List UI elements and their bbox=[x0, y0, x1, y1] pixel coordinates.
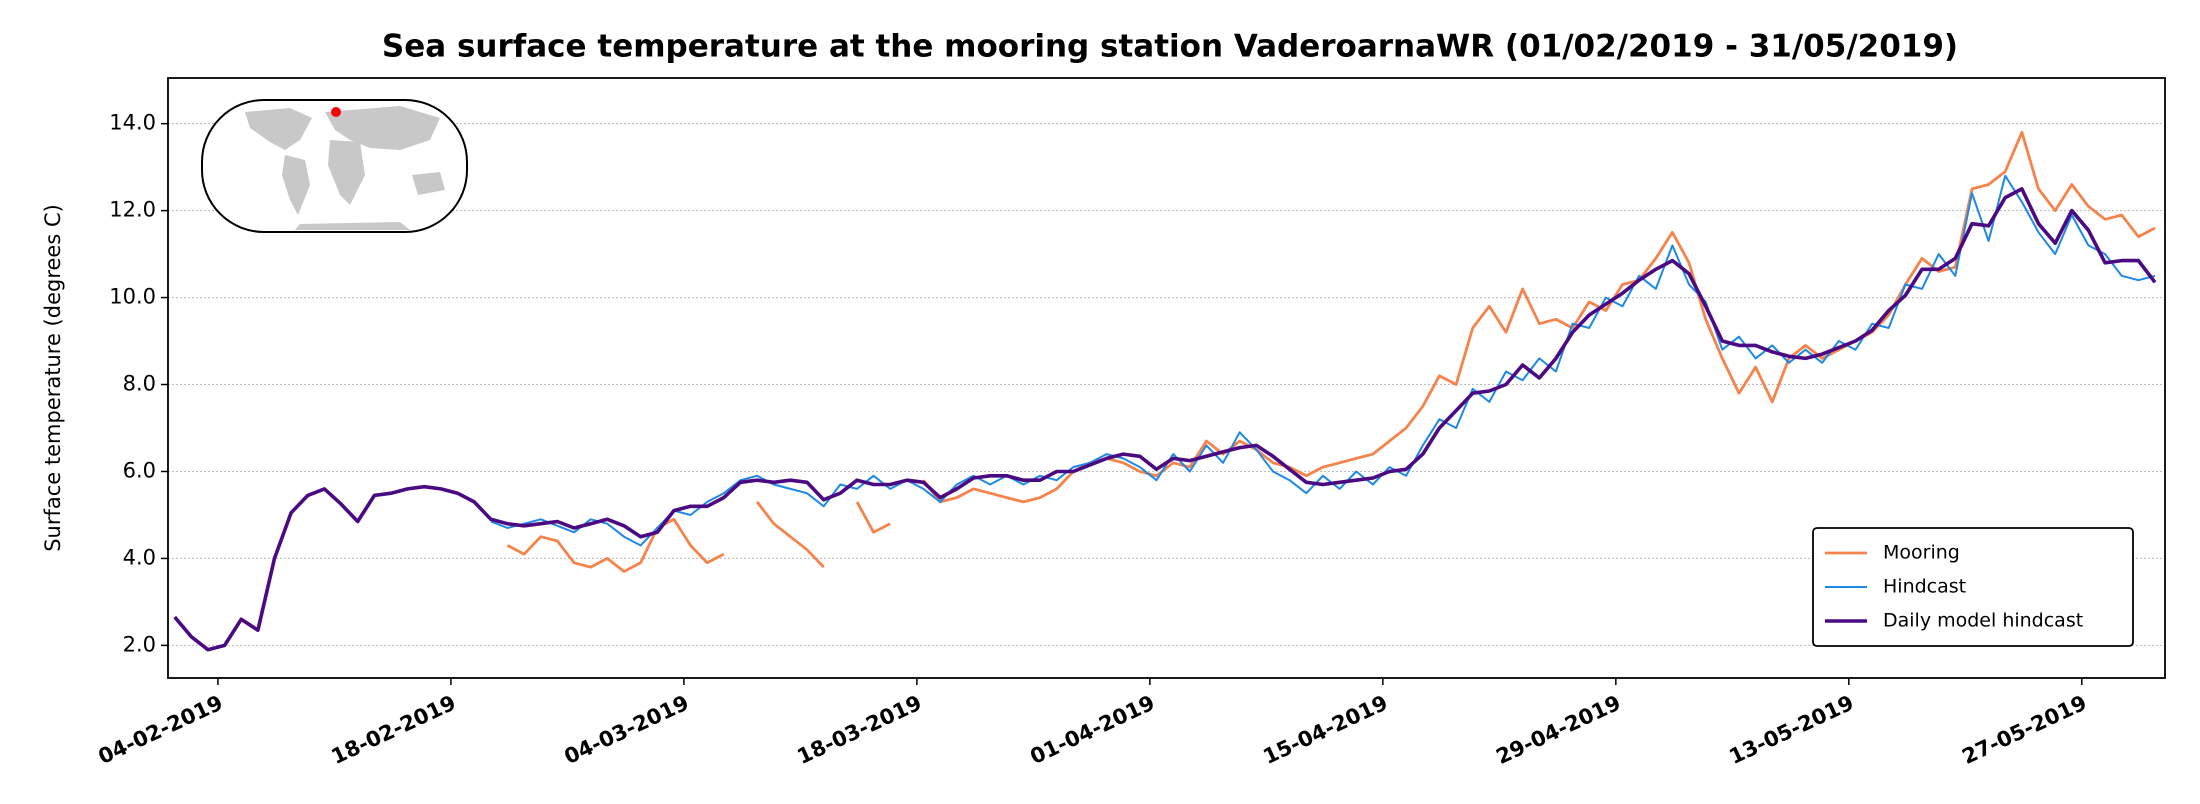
series-line bbox=[506, 130, 2156, 573]
map-land bbox=[282, 155, 310, 215]
legend-label: Daily model hindcast bbox=[1883, 610, 2083, 632]
y-tick-label: 2.0 bbox=[123, 632, 156, 656]
x-tick-label: 18-03-2019 bbox=[794, 691, 926, 770]
plot-frame bbox=[167, 77, 2166, 679]
x-tick-label: 29-04-2019 bbox=[1492, 691, 1624, 770]
legend: Mooring Hindcast Daily model hindcast bbox=[1812, 527, 2134, 647]
y-tick-label: 12.0 bbox=[109, 198, 156, 222]
map-land bbox=[245, 108, 312, 150]
map-land bbox=[328, 140, 365, 205]
x-tick-label: 04-02-2019 bbox=[95, 691, 227, 770]
map-land bbox=[295, 222, 410, 230]
plot-lines bbox=[173, 130, 2157, 652]
y-tick-label: 8.0 bbox=[123, 372, 156, 396]
x-tick-label: 13-05-2019 bbox=[1725, 691, 1857, 770]
series-line bbox=[490, 174, 2156, 547]
legend-label: Hindcast bbox=[1883, 576, 1966, 598]
y-axis-label: Surface temperature (degrees C) bbox=[41, 204, 65, 552]
map-land bbox=[412, 172, 445, 195]
y-tick-label: 10.0 bbox=[109, 285, 156, 309]
series-line bbox=[173, 187, 2157, 652]
y-tick-label: 6.0 bbox=[123, 458, 156, 482]
legend-label: Mooring bbox=[1883, 542, 1960, 564]
inset-map bbox=[201, 99, 468, 233]
x-tick-label: 18-02-2019 bbox=[328, 691, 460, 770]
y-tick-label: 4.0 bbox=[123, 545, 156, 569]
x-tick-label: 01-04-2019 bbox=[1027, 691, 1159, 770]
legend-box bbox=[1812, 527, 2134, 647]
chart-title: Sea surface temperature at the mooring s… bbox=[382, 29, 1958, 65]
map-land bbox=[325, 106, 440, 150]
x-tick-label: 04-03-2019 bbox=[561, 691, 693, 770]
x-tick-label: 15-04-2019 bbox=[1259, 691, 1391, 770]
y-tick-label: 14.0 bbox=[109, 111, 156, 135]
station-marker bbox=[331, 107, 341, 117]
x-tick-label: 27-05-2019 bbox=[1958, 691, 2090, 770]
